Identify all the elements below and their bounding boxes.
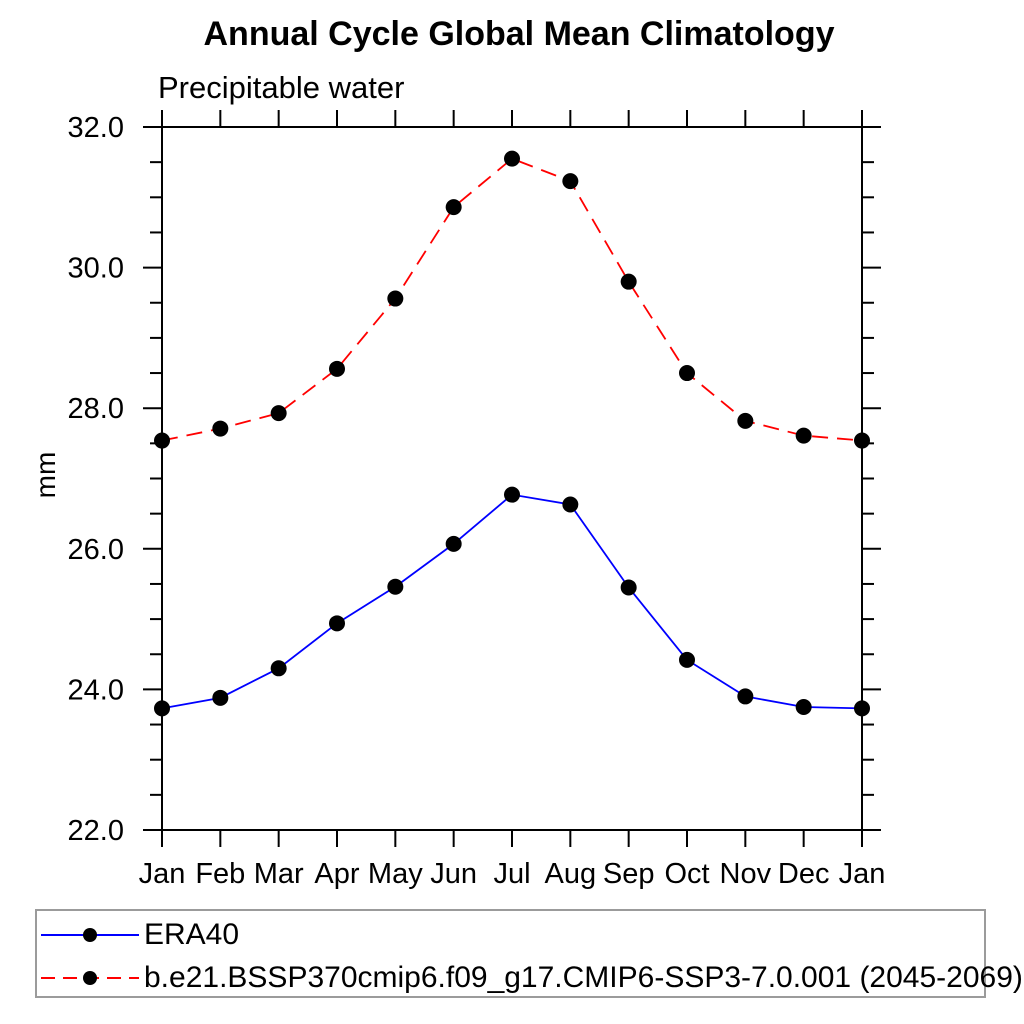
data-point-marker bbox=[329, 360, 345, 377]
plot-frame bbox=[161, 126, 863, 831]
legend-swatch-cmip6 bbox=[41, 971, 139, 985]
x-tick-label: Jun bbox=[430, 858, 477, 890]
data-point-marker bbox=[154, 700, 170, 717]
data-point-marker bbox=[679, 365, 695, 382]
x-tick-label: Aug bbox=[545, 858, 597, 890]
series-line-cmip6 bbox=[161, 157, 863, 442]
data-point-marker bbox=[504, 150, 520, 167]
x-tick-label: Mar bbox=[254, 858, 304, 890]
legend-label-cmip6: b.e21.BSSP370cmip6.f09_g17.CMIP6-SSP3-7.… bbox=[144, 961, 1023, 994]
data-point-marker bbox=[679, 651, 695, 668]
y-tick-label: 22.0 bbox=[68, 815, 124, 847]
data-point-marker bbox=[854, 432, 870, 449]
data-point-marker bbox=[270, 405, 287, 422]
series-line-era40 bbox=[161, 493, 863, 710]
x-tick-label: Jan bbox=[839, 858, 886, 890]
data-point-marker bbox=[387, 578, 404, 595]
legend-marker-icon bbox=[83, 928, 97, 942]
y-tick-label: 26.0 bbox=[68, 534, 124, 566]
data-point-marker bbox=[504, 486, 520, 503]
data-point-marker bbox=[329, 615, 345, 632]
data-point-marker bbox=[562, 173, 579, 190]
legend-marker-icon bbox=[83, 971, 97, 985]
x-tick-label: Dec bbox=[778, 858, 830, 890]
x-tick-label: Jan bbox=[139, 858, 186, 890]
chart-subtitle: Precipitable water bbox=[158, 70, 405, 105]
y-tick-label: 24.0 bbox=[68, 674, 124, 706]
legend-row-cmip6: b.e21.BSSP370cmip6.f09_g17.CMIP6-SSP3-7.… bbox=[38, 959, 1023, 997]
y-tick-label: 30.0 bbox=[68, 253, 124, 285]
data-point-marker bbox=[445, 535, 462, 552]
legend-label-era40: ERA40 bbox=[144, 918, 240, 951]
x-tick-label: May bbox=[368, 858, 423, 890]
data-point-marker bbox=[445, 199, 462, 216]
data-point-marker bbox=[154, 432, 170, 449]
data-point-marker bbox=[795, 427, 812, 444]
legend-box: ERA40 b.e21.BSSP370cmip6.f09_g17.CMIP6-S… bbox=[35, 909, 1023, 998]
data-point-marker bbox=[854, 700, 870, 717]
legend-swatch-era40 bbox=[41, 928, 139, 942]
data-point-marker bbox=[212, 689, 229, 706]
x-tick-label: Jul bbox=[493, 858, 530, 890]
data-point-marker bbox=[387, 290, 404, 307]
x-tick-label: Oct bbox=[664, 858, 709, 890]
chart-title: Annual Cycle Global Mean Climatology bbox=[203, 15, 835, 53]
x-tick-label: Nov bbox=[720, 858, 772, 890]
y-tick-label: 32.0 bbox=[68, 112, 124, 144]
data-point-marker bbox=[737, 688, 754, 705]
y-tick-label: 28.0 bbox=[68, 393, 124, 425]
legend-row-era40: ERA40 bbox=[38, 916, 239, 954]
data-point-marker bbox=[212, 420, 229, 437]
data-point-marker bbox=[620, 579, 637, 596]
x-tick-label: Sep bbox=[603, 858, 655, 890]
data-point-marker bbox=[620, 273, 637, 290]
x-tick-label: Feb bbox=[195, 858, 245, 890]
data-point-marker bbox=[270, 660, 287, 677]
data-point-marker bbox=[562, 496, 579, 513]
data-point-marker bbox=[737, 412, 754, 429]
x-tick-label: Apr bbox=[314, 858, 359, 890]
data-point-marker bbox=[795, 698, 812, 715]
